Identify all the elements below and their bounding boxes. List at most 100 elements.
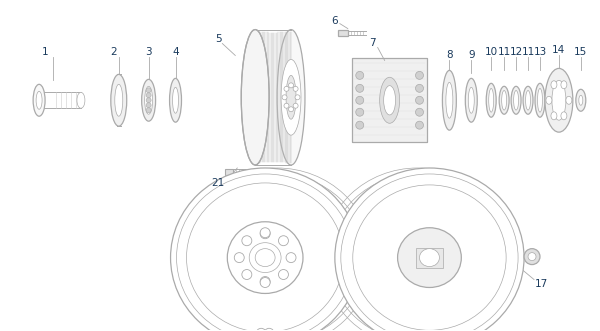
- Ellipse shape: [468, 87, 474, 113]
- Ellipse shape: [146, 98, 151, 103]
- Text: 4: 4: [172, 47, 179, 58]
- Ellipse shape: [284, 86, 289, 91]
- Ellipse shape: [489, 88, 494, 112]
- Text: 10: 10: [485, 47, 498, 58]
- Ellipse shape: [356, 71, 364, 79]
- Ellipse shape: [286, 253, 296, 262]
- Ellipse shape: [514, 90, 518, 110]
- Ellipse shape: [356, 108, 364, 116]
- Ellipse shape: [551, 112, 557, 120]
- Ellipse shape: [335, 168, 524, 331]
- Ellipse shape: [142, 79, 155, 121]
- Ellipse shape: [282, 95, 287, 100]
- Text: 13: 13: [533, 47, 547, 58]
- Ellipse shape: [538, 88, 542, 112]
- Ellipse shape: [146, 93, 151, 98]
- Ellipse shape: [241, 29, 269, 165]
- Ellipse shape: [295, 95, 300, 100]
- Text: 9: 9: [468, 50, 475, 61]
- Text: 17: 17: [535, 279, 548, 290]
- Text: 11: 11: [497, 47, 511, 58]
- Ellipse shape: [170, 168, 360, 331]
- Ellipse shape: [289, 83, 293, 88]
- Ellipse shape: [416, 108, 424, 116]
- Ellipse shape: [535, 83, 545, 117]
- Text: 8: 8: [446, 50, 452, 61]
- Ellipse shape: [260, 229, 270, 239]
- Ellipse shape: [256, 328, 266, 331]
- Ellipse shape: [293, 103, 298, 108]
- Ellipse shape: [77, 92, 85, 108]
- Ellipse shape: [356, 84, 364, 92]
- Bar: [352, 59, 427, 142]
- Text: 14: 14: [552, 45, 566, 56]
- Ellipse shape: [416, 121, 424, 129]
- Ellipse shape: [289, 107, 293, 112]
- Ellipse shape: [260, 228, 270, 238]
- Ellipse shape: [545, 69, 573, 132]
- Ellipse shape: [486, 83, 496, 117]
- Ellipse shape: [286, 75, 296, 119]
- Ellipse shape: [466, 78, 477, 122]
- Ellipse shape: [278, 269, 289, 279]
- Ellipse shape: [398, 228, 461, 288]
- Ellipse shape: [284, 103, 289, 108]
- Ellipse shape: [36, 91, 42, 109]
- Text: 6: 6: [332, 16, 338, 25]
- Ellipse shape: [442, 71, 457, 130]
- Bar: [338, 29, 348, 35]
- Ellipse shape: [446, 82, 453, 118]
- Ellipse shape: [511, 86, 521, 114]
- Ellipse shape: [111, 74, 127, 126]
- Ellipse shape: [579, 95, 583, 105]
- Ellipse shape: [551, 81, 557, 89]
- Ellipse shape: [281, 60, 301, 135]
- Ellipse shape: [383, 86, 395, 115]
- Ellipse shape: [499, 86, 509, 114]
- Ellipse shape: [145, 86, 152, 114]
- Bar: [416, 248, 443, 267]
- Ellipse shape: [173, 87, 179, 113]
- Ellipse shape: [552, 80, 566, 120]
- Ellipse shape: [546, 96, 552, 104]
- Ellipse shape: [264, 328, 274, 331]
- Text: 1: 1: [42, 47, 49, 58]
- Ellipse shape: [528, 253, 536, 260]
- Ellipse shape: [356, 96, 364, 104]
- Ellipse shape: [146, 103, 151, 108]
- Ellipse shape: [523, 86, 533, 114]
- Ellipse shape: [524, 249, 540, 264]
- Ellipse shape: [260, 276, 270, 287]
- Ellipse shape: [234, 253, 244, 262]
- Text: 2: 2: [110, 47, 117, 58]
- Ellipse shape: [416, 96, 424, 104]
- Text: 15: 15: [574, 47, 587, 58]
- Text: 7: 7: [370, 37, 376, 48]
- Ellipse shape: [566, 96, 572, 104]
- Ellipse shape: [277, 29, 305, 165]
- Ellipse shape: [561, 112, 567, 120]
- Ellipse shape: [170, 78, 181, 122]
- Ellipse shape: [502, 90, 506, 110]
- Ellipse shape: [260, 277, 270, 288]
- Text: 12: 12: [509, 47, 523, 58]
- Ellipse shape: [416, 71, 424, 79]
- Ellipse shape: [33, 84, 45, 116]
- Ellipse shape: [380, 77, 400, 123]
- Ellipse shape: [278, 236, 289, 246]
- Bar: [226, 169, 233, 175]
- Ellipse shape: [356, 121, 364, 129]
- Ellipse shape: [416, 84, 424, 92]
- Ellipse shape: [293, 86, 298, 91]
- Text: 3: 3: [145, 47, 152, 58]
- Text: 21: 21: [212, 178, 225, 188]
- Ellipse shape: [242, 236, 252, 246]
- Ellipse shape: [146, 88, 151, 93]
- Ellipse shape: [561, 81, 567, 89]
- Ellipse shape: [526, 90, 530, 110]
- Text: 11: 11: [521, 47, 535, 58]
- Ellipse shape: [576, 89, 586, 111]
- Text: 5: 5: [215, 33, 221, 44]
- Ellipse shape: [115, 84, 123, 116]
- Ellipse shape: [146, 108, 151, 113]
